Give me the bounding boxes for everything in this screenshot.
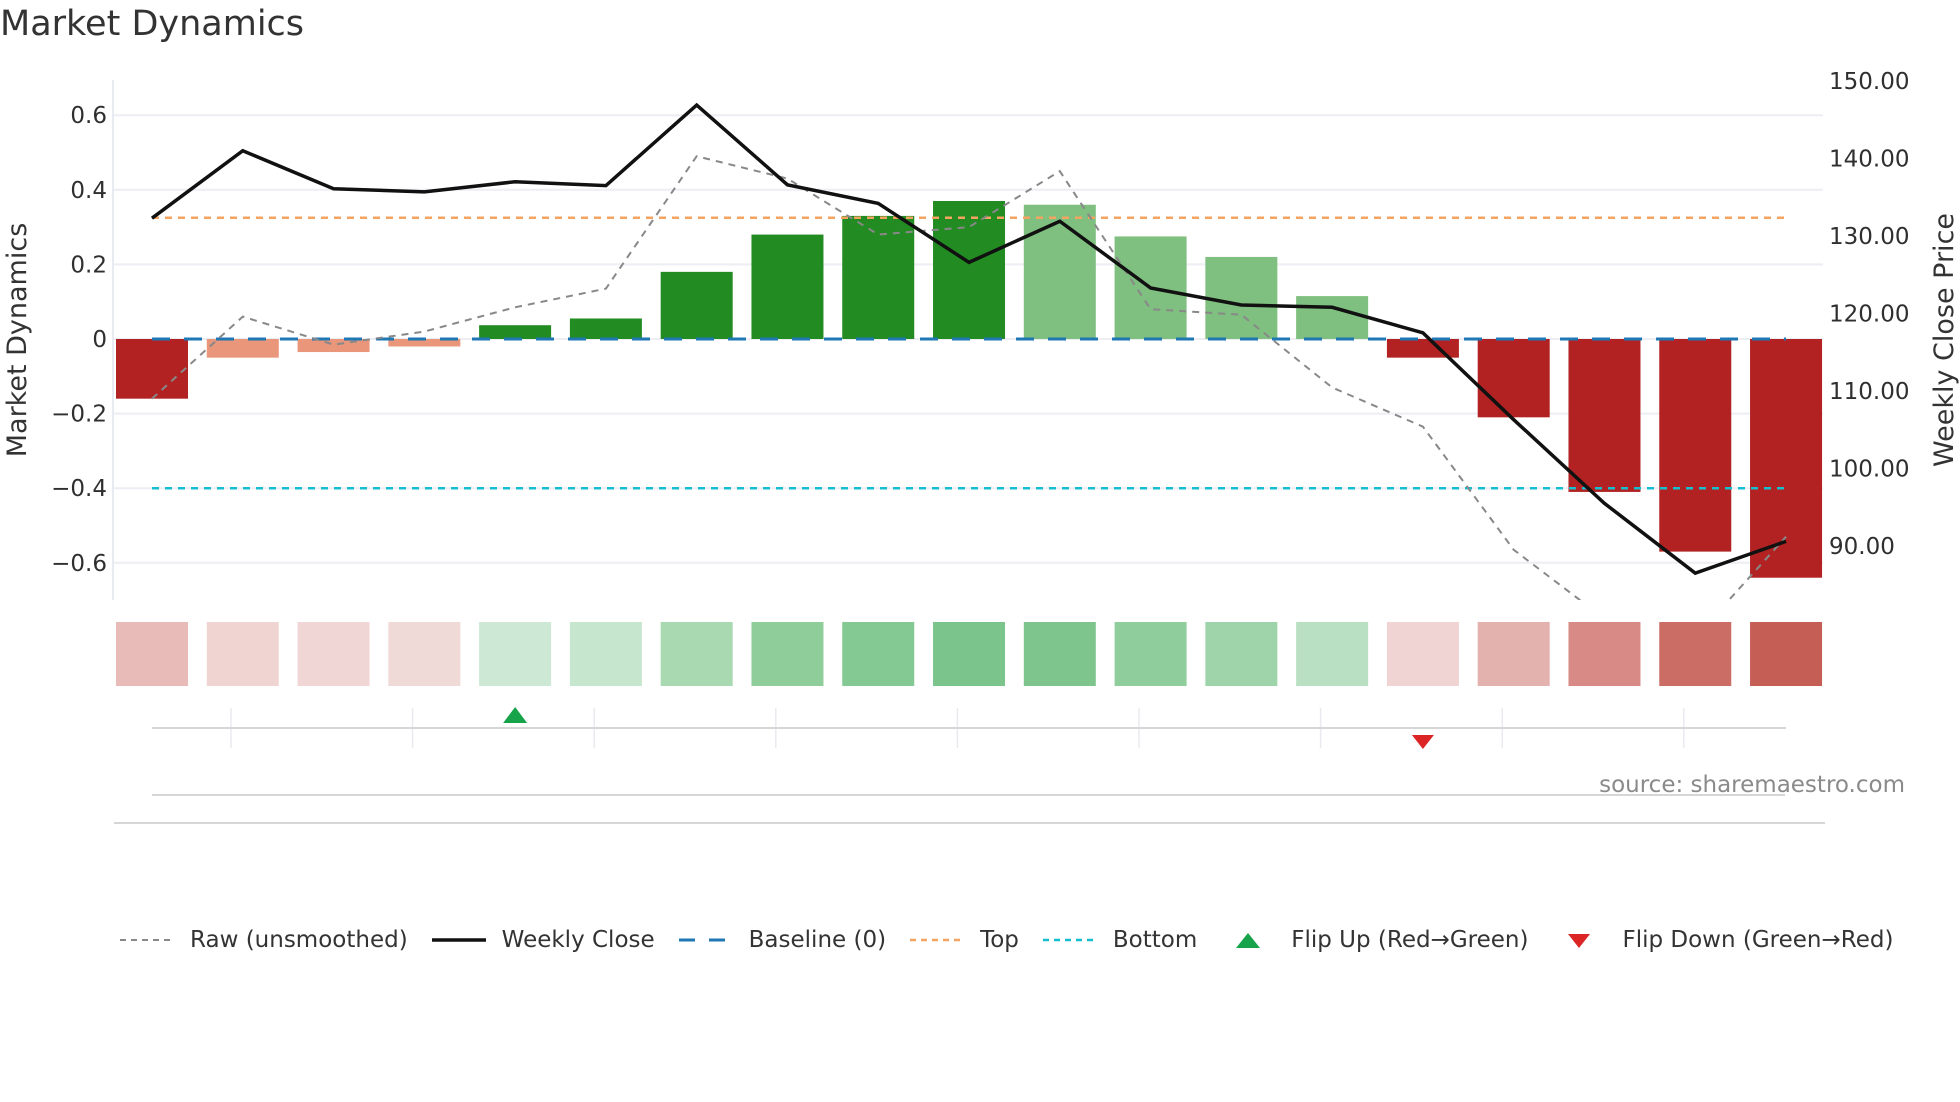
heat-cell [1205, 622, 1278, 686]
heat-cell [569, 622, 642, 686]
right-tick-label: 140.00 [1829, 147, 1909, 173]
legend-label: Baseline (0) [748, 927, 887, 953]
right-axis-ticks: 150.00 140.00 130.00 120.00 110.00 100.00 90.0… [1829, 69, 1909, 560]
left-axis-title: Market Dynamics [2, 223, 33, 458]
left-tick-label: 0.6 [70, 103, 107, 129]
bar [933, 200, 1006, 339]
legend-item-close[interactable]: Weekly Close [430, 927, 655, 953]
bar [569, 318, 642, 339]
legend-label: Top [980, 927, 1019, 953]
legend-label: Weekly Close [501, 927, 655, 953]
left-axis-ticks: 0.6 0.4 0.2 0 −0.2 −0.4 −0.6 [51, 103, 107, 577]
legend: Raw (unsmoothed) Weekly Close Baseline (0)… [118, 922, 1915, 958]
heat-cell [1386, 622, 1459, 686]
heat-cell [1750, 622, 1823, 686]
legend-item-baseline[interactable]: Baseline (0) [677, 927, 886, 953]
right-axis-title: Weekly Close Price [1929, 213, 1960, 467]
right-tick-label: 120.00 [1829, 302, 1909, 328]
left-tick-label: 0 [92, 327, 107, 353]
heat-cell [751, 622, 824, 686]
flip-marker-axis [152, 708, 1787, 748]
heat-cell [297, 622, 370, 686]
bar [1568, 339, 1641, 492]
bar [206, 339, 279, 358]
dotted-line-icon [1041, 930, 1099, 950]
left-tick-label: −0.4 [51, 476, 107, 502]
chart-title: Market Dynamics [0, 4, 305, 44]
heat-cell [1114, 622, 1187, 686]
bar [1205, 256, 1278, 339]
bar [842, 215, 915, 339]
solid-line-icon [430, 930, 488, 950]
heat-cell [116, 622, 188, 686]
bar [751, 234, 824, 339]
heat-cell [388, 622, 461, 686]
bar [1023, 204, 1096, 339]
dashed-line-icon [677, 930, 735, 950]
raw-unsmoothed-line [151, 155, 1787, 600]
reference-lines [152, 216, 1787, 490]
heat-cell [1568, 622, 1641, 686]
left-tick-label: 0.4 [70, 178, 107, 204]
left-tick-label: −0.2 [51, 402, 107, 428]
bar-series [116, 200, 1823, 578]
legend-label: Flip Down (Green→Red) [1622, 927, 1894, 953]
bar [116, 339, 188, 399]
right-tick-label: 110.00 [1829, 379, 1909, 405]
left-tick-label: 0.2 [70, 252, 107, 278]
legend-item-bottom[interactable]: Bottom [1041, 927, 1197, 953]
heat-cell [206, 622, 279, 686]
weekly-close-line [150, 102, 1787, 576]
triangle-up-icon [1219, 930, 1277, 950]
legend-item-flip-up[interactable]: Flip Up (Red→Green) [1219, 927, 1528, 953]
heat-cell [660, 622, 733, 686]
bar [1477, 339, 1550, 418]
right-tick-label: 100.00 [1829, 457, 1909, 483]
legend-item-raw[interactable]: Raw (unsmoothed) [118, 927, 408, 953]
heat-cell [479, 622, 552, 686]
bar [388, 339, 461, 347]
dotted-line-icon [908, 930, 966, 950]
triangle-down-icon [1550, 930, 1608, 950]
heat-cell [933, 622, 1006, 686]
right-tick-label: 150.00 [1829, 69, 1909, 95]
heat-strip [116, 622, 1823, 686]
raw-polyline [151, 155, 1787, 600]
close-polyline [150, 102, 1787, 576]
bar [297, 339, 370, 353]
bar [1659, 339, 1732, 552]
flip-markers [503, 707, 1434, 749]
flip-up-marker-icon [503, 707, 528, 723]
bar [660, 271, 733, 339]
legend-item-flip-down[interactable]: Flip Down (Green→Red) [1550, 927, 1893, 953]
dashed-line-icon [118, 930, 176, 950]
heat-cell [842, 622, 915, 686]
legend-label: Bottom [1112, 927, 1198, 953]
bar [479, 325, 552, 339]
bar [1296, 296, 1369, 339]
legend-label: Raw (unsmoothed) [190, 927, 408, 953]
heat-cell [1296, 622, 1369, 686]
heat-cell [1659, 622, 1732, 686]
legend-item-top[interactable]: Top [908, 927, 1019, 953]
bar [1386, 339, 1459, 358]
left-tick-label: −0.6 [51, 551, 107, 577]
heat-cell [1477, 622, 1550, 686]
right-tick-label: 130.00 [1829, 224, 1909, 250]
flip-down-marker-icon [1411, 735, 1434, 749]
legend-label: Flip Up (Red→Green) [1291, 927, 1529, 953]
source-label: source: sharemaestro.com [1599, 772, 1905, 798]
heat-cell [1023, 622, 1096, 686]
right-tick-label: 90.00 [1829, 534, 1895, 560]
